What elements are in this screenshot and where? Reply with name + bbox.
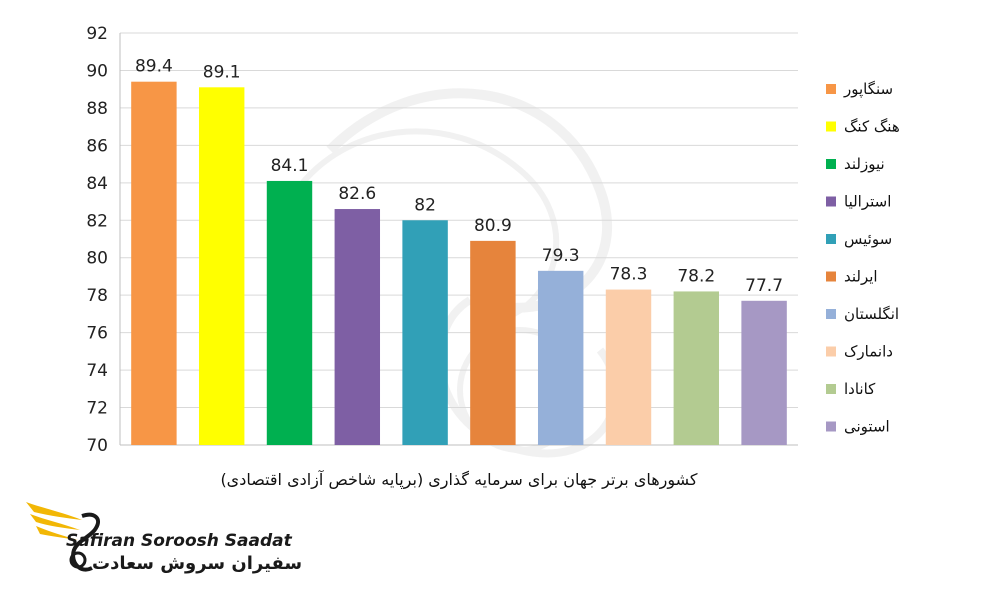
legend-label: استرالیا [844, 193, 891, 211]
data-label: 78.3 [610, 265, 648, 285]
y-tick-label: 86 [86, 136, 108, 156]
logo [26, 502, 101, 572]
legend-label: انگلستان [844, 305, 899, 323]
legend-swatch [826, 271, 836, 282]
bar [741, 300, 787, 445]
legend-swatch [826, 309, 836, 319]
bar [402, 220, 448, 445]
y-tick-label: 92 [86, 24, 108, 44]
y-tick-label: 88 [86, 99, 108, 119]
data-label: 89.4 [135, 57, 173, 77]
legend-label: سوئیس [844, 230, 892, 248]
legend-label: دانمارک [844, 343, 893, 361]
y-tick-label: 72 [86, 399, 108, 419]
legend-swatch [826, 421, 836, 432]
brand-name-en: Safiran Soroosh Saadat [66, 531, 292, 551]
bar [537, 270, 584, 445]
y-tick-label: 80 [86, 249, 108, 269]
y-tick-label: 90 [86, 61, 108, 81]
y-tick-label: 84 [86, 174, 108, 194]
legend-swatch [826, 159, 836, 169]
bar [334, 209, 381, 445]
brand-name-fa: سفیران سروش سعادت [92, 553, 303, 574]
legend-swatch [826, 384, 836, 394]
x-axis-label: کشورهای برتر جهان برای سرمایه گذاری (برپ… [220, 470, 697, 490]
y-tick-label: 76 [86, 324, 108, 344]
bar [266, 180, 313, 446]
legend-swatch [826, 84, 836, 94]
y-tick-label: 82 [86, 211, 108, 231]
bar [673, 291, 720, 445]
data-label: 84.1 [271, 156, 309, 176]
bars [131, 81, 787, 446]
data-label: 82 [414, 195, 436, 215]
bar [605, 289, 652, 445]
y-tick-label: 70 [86, 436, 108, 456]
legend-label: نیوزلند [844, 155, 885, 173]
legend-swatch [826, 121, 836, 132]
y-tick-label: 78 [86, 286, 108, 306]
legend: سنگاپور هنگ کنگ نیوزلند استرالیا سوئیس ایرلند… [826, 80, 900, 436]
y-axis: 70 72 74 76 78 80 82 84 86 88 90 92 [86, 24, 108, 456]
data-label: 78.2 [677, 266, 715, 286]
bar [470, 240, 516, 445]
data-label: 89.1 [203, 62, 241, 82]
bar [131, 81, 177, 445]
data-label: 82.6 [338, 184, 376, 204]
legend-swatch [826, 346, 836, 357]
data-label: 77.7 [745, 276, 783, 296]
y-tick-label: 74 [86, 361, 108, 381]
legend-label: کانادا [844, 380, 876, 398]
legend-swatch [826, 234, 836, 244]
data-label: 79.3 [542, 246, 580, 266]
legend-label: هنگ کنگ [844, 118, 900, 136]
legend-label: ایرلند [844, 268, 878, 286]
legend-label: سنگاپور [843, 80, 893, 99]
legend-label: استونی [844, 418, 890, 436]
data-labels: 89.4 89.1 84.1 82.6 82 80.9 79.3 78.3 78.2 77.7 [135, 57, 783, 296]
bar [198, 87, 245, 446]
legend-swatch [826, 196, 836, 207]
data-label: 80.9 [474, 216, 512, 236]
logo-wing-icon [26, 502, 101, 572]
